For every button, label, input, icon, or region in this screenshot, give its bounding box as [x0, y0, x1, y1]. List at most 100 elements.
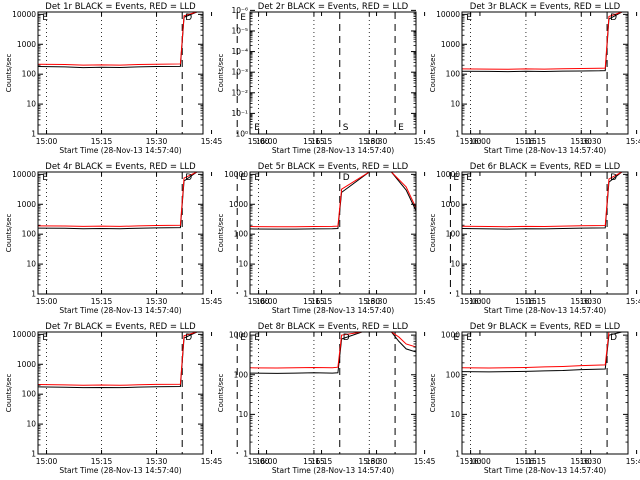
y-tick-label: 1 [455, 130, 460, 139]
marker-label: E [42, 173, 48, 183]
y-tick-label: 10⁻⁶ [231, 6, 248, 15]
marker-label: E [240, 13, 246, 23]
lld-series-line [38, 12, 203, 66]
x-tick-label: 15:00 [36, 297, 58, 306]
y-tick-label: 1000 [441, 331, 460, 340]
x-axis-label: Start Time (28-Nov-13 14:57:40) [59, 146, 181, 155]
y-tick-label: 10⁻⁴ [231, 47, 248, 56]
panel-title: Det 7r BLACK = Events, RED = LLD [45, 322, 196, 332]
y-tick-label: 1 [455, 450, 460, 459]
y-tick-label: 10⁻¹ [231, 109, 248, 118]
y-tick-label: 10 [238, 410, 248, 419]
y-tick-label: 10000 [12, 10, 36, 19]
x-tick-label: 16:15 [311, 297, 333, 306]
x-tick-label: 15:30 [570, 297, 592, 306]
x-tick-label: 15:15 [91, 297, 113, 306]
x-tick-label: 16:15 [524, 297, 546, 306]
x-axis-label: Start Time (28-Nov-13 14:57:40) [272, 146, 394, 155]
y-tick-label: 100 [446, 70, 461, 79]
y-tick-label: 10⁰ [235, 130, 248, 139]
y-tick-label: 100 [22, 70, 37, 79]
y-tick-label: 10000 [12, 170, 36, 179]
x-tick-label: 15:30 [358, 297, 380, 306]
detector-panel-1: 15:00 15:15 15:30 15:45 16:00 16:15 16:30 1 10 10… [5, 2, 388, 155]
x-tick-label: 15:30 [570, 457, 592, 466]
x-tick-label: 15:30 [146, 457, 168, 466]
y-tick-label: 10000 [436, 10, 460, 19]
plot-frame [37, 331, 204, 455]
y-tick-label: 1 [31, 450, 36, 459]
y-tick-label: 1000 [17, 40, 36, 49]
x-tick-label: 15:15 [91, 457, 113, 466]
x-tick-label: 15:30 [358, 137, 380, 146]
x-tick-label: 16:00 [256, 137, 278, 146]
marker-label: E [240, 333, 246, 343]
marker-label: E [254, 333, 260, 343]
x-tick-label: 15:30 [146, 137, 168, 146]
x-tick-label: 16:15 [524, 457, 546, 466]
lld-series-line [250, 172, 416, 228]
panel-title: Det 2r BLACK = Events, RED = LLD [258, 2, 409, 12]
y-tick-label: 10⁻⁵ [231, 26, 248, 35]
y-tick-label: 10 [26, 260, 36, 269]
x-tick-label: 15:45 [626, 297, 640, 306]
panel-title: Det 1r BLACK = Events, RED = LLD [45, 2, 196, 12]
y-tick-label: 10000 [224, 170, 248, 179]
y-axis-label: Counts/sec [429, 214, 437, 253]
marker-label: E [240, 173, 246, 183]
marker-label: D [610, 13, 617, 23]
panel-title: Det 3r BLACK = Events, RED = LLD [470, 2, 621, 12]
x-tick-label: 15:00 [460, 457, 482, 466]
x-tick-label: 16:00 [469, 137, 491, 146]
y-tick-label: 1 [31, 290, 36, 299]
x-tick-label: 15:15 [515, 457, 537, 466]
x-axis-label: Start Time (28-Nov-13 14:57:40) [272, 306, 394, 315]
y-tick-label: 1000 [229, 331, 248, 340]
y-tick-label: 100 [446, 370, 461, 379]
marker-label: D [185, 13, 192, 23]
x-tick-label: 16:00 [256, 297, 278, 306]
detector-panel-4: 15:00 15:15 15:30 15:45 16:00 16:15 16:30 1 10 10… [5, 162, 388, 315]
panel-title: Det 8r BLACK = Events, RED = LLD [258, 322, 409, 332]
x-tick-label: 15:30 [358, 457, 380, 466]
marker-label: D [343, 173, 350, 183]
marker-label: D [185, 333, 192, 343]
marker-label: E [453, 333, 459, 343]
y-tick-label: 100 [234, 230, 249, 239]
marker-label: E [254, 173, 260, 183]
x-tick-label: 15:15 [303, 297, 325, 306]
y-axis-label: Counts/sec [217, 374, 225, 413]
x-tick-label: 15:45 [414, 137, 436, 146]
x-tick-label: 15:45 [414, 457, 436, 466]
y-axis-label: Counts/sec [5, 54, 13, 93]
x-axis-label: Start Time (28-Nov-13 14:57:40) [484, 306, 606, 315]
x-tick-label: 15:15 [515, 297, 537, 306]
x-tick-label: 16:15 [311, 137, 333, 146]
x-tick-label: 16:30 [580, 457, 602, 466]
y-axis-label: Counts/sec [5, 374, 13, 413]
x-axis-label: Start Time (28-Nov-13 14:57:40) [272, 466, 394, 475]
x-tick-label: 16:30 [580, 137, 602, 146]
x-tick-label: 16:00 [256, 457, 278, 466]
y-tick-label: 100 [22, 390, 37, 399]
x-tick-label: 15:45 [201, 137, 223, 146]
y-tick-label: 1 [31, 130, 36, 139]
y-tick-label: 100 [446, 230, 461, 239]
events-series-line [38, 332, 203, 389]
x-tick-label: 15:00 [248, 297, 270, 306]
y-tick-label: 100 [22, 230, 37, 239]
marker-label: E [466, 173, 472, 183]
plot-frame [249, 11, 417, 135]
y-tick-label: 1000 [17, 200, 36, 209]
marker-label: D [185, 173, 192, 183]
y-tick-label: 1 [243, 290, 248, 299]
y-tick-label: 10⁻² [231, 88, 248, 97]
y-tick-label: 10⁻³ [231, 68, 248, 77]
x-tick-label: 15:00 [248, 457, 270, 466]
x-tick-label: 15:45 [414, 297, 436, 306]
x-axis-label: Start Time (28-Nov-13 14:57:40) [484, 466, 606, 475]
y-tick-label: 10000 [436, 170, 460, 179]
x-tick-label: 15:45 [201, 297, 223, 306]
marker-label: E [254, 123, 260, 133]
detector-panel-5: 15:00 15:15 15:30 15:45 16:00 16:15 16:30 1 10 10… [217, 162, 602, 315]
